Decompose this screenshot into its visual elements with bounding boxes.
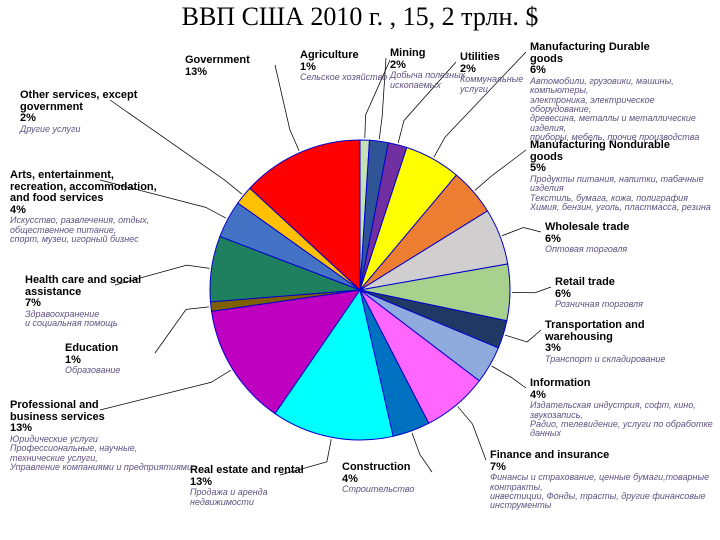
pie-label-7: Transportation and warehousing 3%Транспо… [545,320,665,364]
pie-label-desc: Образование [65,366,120,375]
pie-label-14: Health care and social assistance 7%Здра… [25,275,141,329]
pie-label-head: Manufacturing Durable goods 6% [530,42,715,77]
pie-label-head: Construction 4% [342,462,414,485]
pie-label-desc: Оптовая торговля [545,245,629,254]
leader-line-9 [458,406,486,460]
pie-label-head: Government 13% [185,55,250,78]
pie-label-head: Utilities 2% [460,52,523,75]
pie-label-desc: Автомобили, грузовики, машины, компьютер… [530,77,715,143]
pie-label-head: Information 4% [530,378,715,401]
pie-label-desc: Здравоохранение и социальная помощь [25,310,141,329]
leader-line-10 [412,433,432,472]
pie-label-head: Manufacturing Nondurable goods 5% [530,140,715,175]
pie-label-10: Construction 4%Строительство [342,462,414,495]
leader-line-4 [475,150,526,190]
pie-label-head: Real estate and rental 13% [190,465,304,488]
pie-label-2: Utilities 2%Коммунальные услуги [460,52,523,94]
pie-label-11: Real estate and rental 13%Продажа и арен… [190,465,304,507]
leader-line-8 [492,366,526,388]
pie-label-12: Professional and business services 13%Юр… [10,400,192,472]
pie-label-9: Finance and insurance 7%Финансы и страхо… [490,450,715,511]
pie-label-0: Agriculture 1%Сельское хозяйство [300,50,387,83]
pie-label-5: Wholesale trade 6%Оптовая торговля [545,222,629,255]
pie-label-1: Mining 2%Добыча полезных ископаемых [390,48,465,90]
leader-line-6 [512,287,551,293]
leader-line-13 [155,307,209,353]
pie-label-desc: Юридические услуги Профессиональные, нау… [10,435,192,473]
pie-label-desc: Сельское хозяйство [300,73,387,82]
pie-label-16: Other services, except government 2%Друг… [20,90,137,134]
pie-label-13: Education 1%Образование [65,343,120,376]
leader-line-17 [275,65,299,151]
pie-label-head: Other services, except government 2% [20,90,137,125]
pie-label-desc: Продукты питания, напитки, табачные изде… [530,175,715,213]
pie-label-15: Arts, entertainment, recreation, accommo… [10,170,157,245]
pie-label-desc: Издательская индустрия, софт, кино, звук… [530,401,715,439]
leader-line-5 [502,228,541,236]
pie-label-3: Manufacturing Durable goods 6%Автомобили… [530,42,715,143]
pie-label-desc: Строительство [342,485,414,494]
pie-label-head: Mining 2% [390,48,465,71]
pie-label-head: Finance and insurance 7% [490,450,715,473]
pie-label-head: Education 1% [65,343,120,366]
pie-label-desc: Коммунальные услуги [460,75,523,94]
pie-label-head: Health care and social assistance 7% [25,275,141,310]
pie-label-desc: Розничная торговля [555,300,643,309]
pie-label-desc: Продажа и аренда недвижимости [190,488,304,507]
pie-label-desc: Добыча полезных ископаемых [390,71,465,90]
pie-label-head: Wholesale trade 6% [545,222,629,245]
pie-label-head: Transportation and warehousing 3% [545,320,665,355]
pie-label-6: Retail trade 6%Розничная торговля [555,277,643,310]
pie-label-head: Agriculture 1% [300,50,387,73]
pie-label-4: Manufacturing Nondurable goods 5%Продукт… [530,140,715,212]
pie-label-head: Retail trade 6% [555,277,643,300]
pie-label-desc: Другие услуги [20,125,137,134]
leader-line-7 [505,330,541,342]
pie-label-head: Arts, entertainment, recreation, accommo… [10,170,157,216]
pie-label-desc: Транспорт и складирование [545,355,665,364]
pie-label-desc: Финансы и страхование, ценные бумаги,тов… [490,473,715,511]
pie-label-desc: Искусство, развлечения, отдых, обществен… [10,216,157,244]
pie-label-17: Government 13% [185,55,250,78]
pie-label-head: Professional and business services 13% [10,400,192,435]
pie-label-8: Information 4%Издательская индустрия, со… [530,378,715,439]
